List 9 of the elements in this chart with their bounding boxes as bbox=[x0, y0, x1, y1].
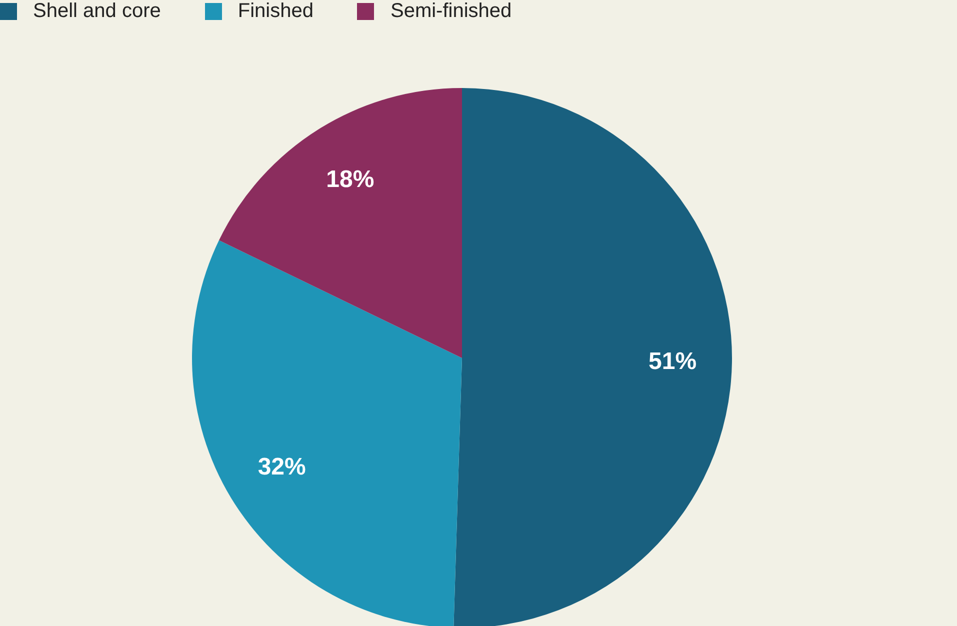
data-label: 32% bbox=[258, 454, 306, 481]
legend-label: Finished bbox=[238, 0, 314, 23]
legend-label: Semi-finished bbox=[390, 0, 512, 23]
pie-slice bbox=[192, 240, 462, 626]
data-label: 18% bbox=[326, 166, 374, 194]
pie-slice bbox=[219, 88, 462, 358]
data-label: 51% bbox=[648, 348, 697, 375]
legend-label: Shell and core bbox=[33, 0, 161, 23]
pie-slice bbox=[454, 88, 732, 626]
